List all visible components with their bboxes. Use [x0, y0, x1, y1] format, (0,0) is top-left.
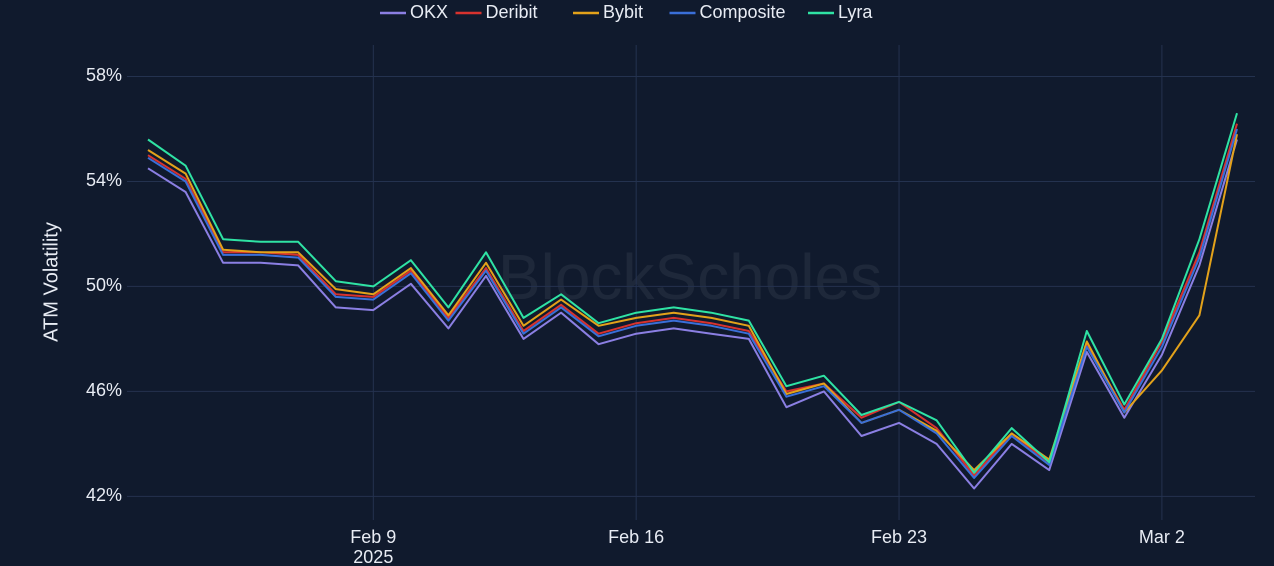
- x-tick-label: Feb 23: [871, 527, 927, 547]
- y-axis-title: ATM Volatility: [40, 222, 62, 342]
- y-tick-label: 46%: [86, 380, 122, 400]
- legend-label: Lyra: [838, 2, 873, 22]
- legend-label: OKX: [410, 2, 448, 22]
- x-year-label: 2025: [353, 547, 393, 566]
- series-line: [147, 112, 1238, 474]
- series-line: [147, 139, 1238, 490]
- legend-label: Composite: [700, 2, 786, 22]
- y-tick-label: 50%: [86, 275, 122, 295]
- legend-label: Deribit: [486, 2, 538, 22]
- series-line: [147, 128, 1238, 479]
- x-tick-label: Mar 2: [1139, 527, 1185, 547]
- y-tick-label: 42%: [86, 485, 122, 505]
- x-tick-label: Feb 16: [608, 527, 664, 547]
- x-tick-label: Feb 9: [350, 527, 396, 547]
- legend-label: Bybit: [603, 2, 643, 22]
- y-tick-label: 54%: [86, 170, 122, 190]
- y-tick-label: 58%: [86, 65, 122, 85]
- watermark: BlockScholes: [498, 241, 882, 313]
